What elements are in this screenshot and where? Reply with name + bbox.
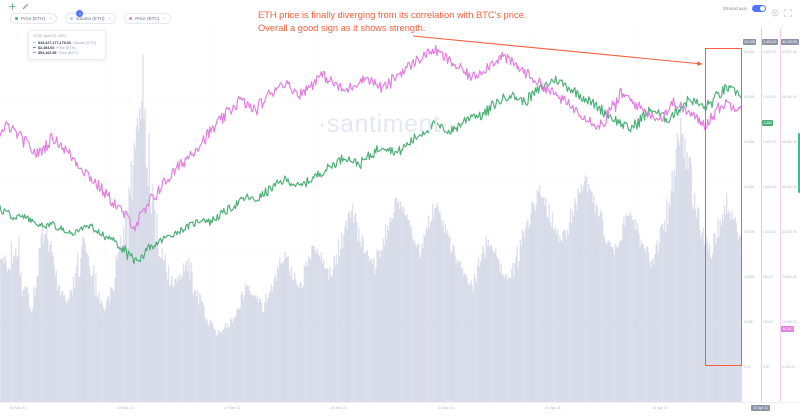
series-chip-label: Volume (ETH) bbox=[75, 16, 105, 21]
axis-tick-label: 48,000.00 bbox=[782, 140, 797, 144]
x-axis: 03 Mar 21 10 Mar 21 17 Mar 21 24 Mar 21 31 M… bbox=[0, 402, 800, 419]
gear-icon[interactable] bbox=[771, 4, 779, 17]
close-icon[interactable]: × bbox=[108, 16, 112, 21]
axis-tick-label: 56,000.00 bbox=[782, 95, 797, 99]
series-chip-price-eth[interactable]: Price (ETH) × bbox=[10, 13, 57, 24]
drawing-tools bbox=[9, 3, 29, 10]
tooltip-value: $2,454.00 bbox=[38, 45, 55, 50]
axis-series-marker-badge: 54,163 bbox=[781, 326, 795, 332]
tooltip-row-eth: $2,454.00 Price (ETH) bbox=[33, 46, 101, 50]
tooltip-color-dash bbox=[33, 42, 36, 43]
series-chip-label: Price (BTC) bbox=[135, 16, 160, 21]
tooltip-row-volume: $43,427,177,179.00 Volume (ETH) bbox=[33, 41, 101, 45]
axis-tick-label: 1,600.00 bbox=[763, 185, 776, 189]
axis-tick-label: 20.00B bbox=[744, 230, 755, 234]
x-axis-tick-label: 24 Mar 21 bbox=[330, 406, 348, 410]
tooltip-key: Price (BTC) bbox=[58, 50, 78, 55]
x-axis-tick-label: 14 Apr 21 bbox=[652, 406, 668, 410]
close-icon[interactable]: × bbox=[49, 16, 52, 21]
x-axis-tick-label: 10 Mar 21 bbox=[116, 406, 134, 410]
tooltip-key: Price (ETH) bbox=[56, 45, 76, 50]
fullscreen-icon[interactable] bbox=[784, 4, 792, 17]
x-axis-tick-label: 03 Mar 21 bbox=[9, 406, 27, 410]
axis-tick-label: 2,800.00 bbox=[763, 50, 776, 54]
axis-tick-label: 5.00B bbox=[744, 320, 753, 324]
axis-tick-label: 32,000.00 bbox=[782, 230, 797, 234]
chart-toolbar: Price (ETH) × Volume (ETH) × Price (BTC)… bbox=[0, 0, 800, 28]
series-chip-price-btc[interactable]: Price (BTC) × bbox=[124, 13, 171, 24]
axis-tick-label: 1,200.00 bbox=[763, 230, 776, 234]
volume-area bbox=[0, 54, 742, 402]
axis-current-value-badge: 2,454.00 bbox=[762, 39, 778, 45]
x-axis-current-badge: 22 Apr 21 bbox=[751, 405, 770, 411]
axis-tick-label: 8,000.00 bbox=[782, 365, 795, 369]
close-icon[interactable]: × bbox=[163, 16, 166, 21]
tooltip-row-btc: $54,162.55 Price (BTC) bbox=[33, 51, 101, 55]
annotation-line-2: Overall a good sign as it shows strength… bbox=[258, 22, 426, 33]
divergence-highlight-box bbox=[705, 48, 742, 366]
shared-axis-toggle[interactable] bbox=[752, 4, 766, 12]
tooltip-key: Volume (ETH) bbox=[72, 40, 96, 45]
chart-canvas bbox=[0, 28, 742, 402]
axis-volume[interactable]: 60.00B 50.00B 40.00B 30.00B 20.00B 10.00B 5.00… bbox=[742, 28, 761, 402]
axis-tick-label: 16,000.00 bbox=[782, 320, 797, 324]
gear-icon[interactable] bbox=[76, 10, 83, 17]
pencil-icon[interactable] bbox=[22, 3, 29, 10]
axis-tick-label: 0.00 bbox=[763, 365, 770, 369]
x-axis-tick-label: 31 Mar 21 bbox=[437, 406, 455, 410]
axis-tick-label: 10.00B bbox=[744, 275, 755, 279]
axis-tick-label: 40.00B bbox=[744, 140, 755, 144]
axis-tick-label: 800.00 bbox=[763, 275, 774, 279]
annotation-line-1: ETH price is finally diverging from its … bbox=[258, 10, 527, 20]
axis-line bbox=[780, 28, 781, 402]
series-chip-list: Price (ETH) × Volume (ETH) × Price (BTC)… bbox=[10, 13, 171, 24]
axis-tick-label: 24,000.00 bbox=[782, 275, 797, 279]
tooltip-date: 13:00, April 22, 2021 bbox=[33, 34, 66, 38]
series-color-dot bbox=[15, 17, 18, 20]
axis-tick-label: 2,000.00 bbox=[763, 140, 776, 144]
chart-plot-area[interactable]: ·santiment· bbox=[0, 28, 742, 402]
series-chip-label: Price (ETH) bbox=[21, 16, 45, 21]
axis-current-value-badge: 54,162.55 bbox=[781, 39, 799, 45]
shared-axis-label: Shared axis bbox=[722, 5, 747, 11]
chart-annotation-text: ETH price is finally diverging from its … bbox=[258, 9, 526, 34]
x-axis-tick-label: 07 Apr 21 bbox=[545, 406, 561, 410]
tooltip-color-dash bbox=[33, 52, 36, 54]
series-chip-volume-eth[interactable]: Volume (ETH) × bbox=[64, 13, 117, 24]
tooltip-color-dash bbox=[33, 47, 36, 49]
axis-price-eth[interactable]: 2,800.00 2,400.00 2,000.00 1,600.00 1,200.00… bbox=[761, 28, 780, 402]
axis-tick-label: 40,000.00 bbox=[782, 185, 797, 189]
axis-series-marker-badge: 2,454 bbox=[762, 120, 774, 126]
axis-tick-label: 64,000.00 bbox=[782, 50, 797, 54]
chart-options: Shared axis bbox=[722, 4, 792, 17]
axis-tick-label: 60.00B bbox=[744, 50, 755, 54]
axis-tick-label: 400.00 bbox=[763, 320, 774, 324]
axis-price-btc[interactable]: 64,000.00 56,000.00 48,000.00 40,000.00 32,0… bbox=[780, 28, 799, 402]
axis-tick-label: 50.00B bbox=[744, 95, 755, 99]
axis-tick-label: 2,400.00 bbox=[763, 95, 776, 99]
x-axis-tick-label: 17 Mar 21 bbox=[223, 406, 241, 410]
plus-icon[interactable] bbox=[9, 3, 16, 10]
axis-line bbox=[761, 28, 762, 402]
series-tooltip: 13:00, April 22, 2021 $43,427,177,179.00… bbox=[28, 30, 106, 61]
tooltip-value: $54,162.55 bbox=[38, 50, 57, 55]
axis-current-value-badge: 43.43B bbox=[743, 39, 757, 45]
series-line bbox=[0, 44, 742, 232]
tooltip-value: $43,427,177,179.00 bbox=[38, 40, 71, 45]
series-color-dot bbox=[69, 17, 73, 20]
axis-tick-label: 0.00 bbox=[744, 365, 751, 369]
right-axis-group: 60.00B 50.00B 40.00B 30.00B 20.00B 10.00B 5.00… bbox=[742, 28, 800, 402]
axis-tick-label: 30.00B bbox=[744, 185, 755, 189]
series-line bbox=[0, 75, 742, 265]
eth-axis-scrollbar[interactable] bbox=[798, 133, 800, 193]
series-color-dot bbox=[129, 17, 133, 20]
